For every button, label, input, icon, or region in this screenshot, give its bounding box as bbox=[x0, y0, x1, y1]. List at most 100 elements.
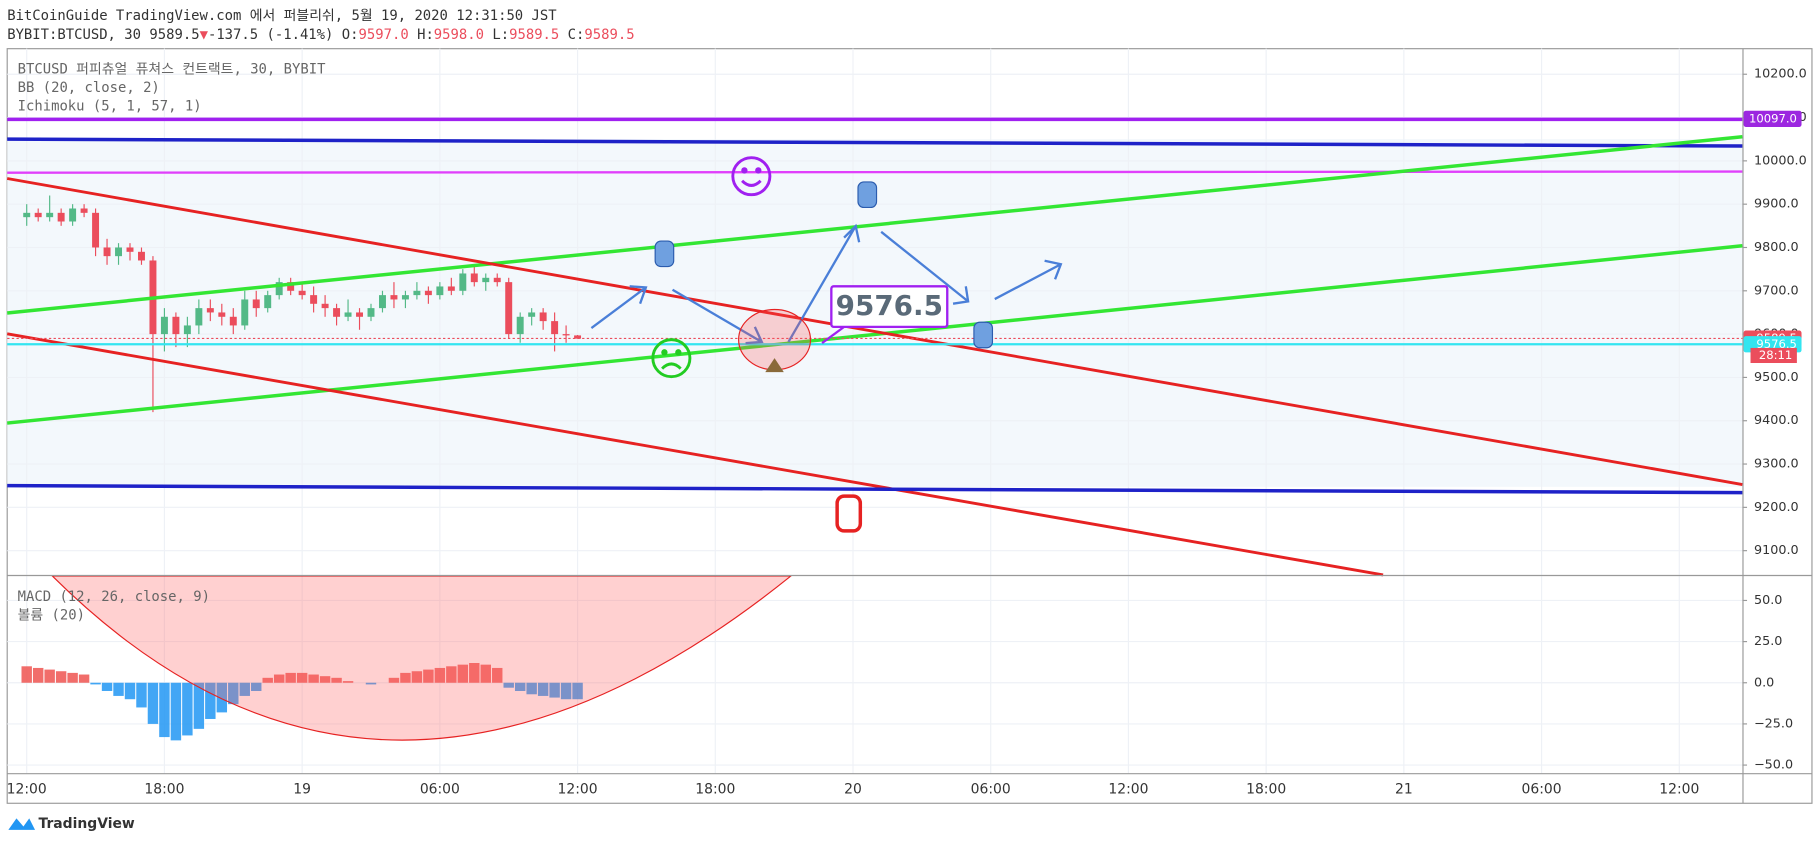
histogram-bar bbox=[572, 682, 583, 700]
change: -137.5 (-1.41%) bbox=[208, 27, 333, 43]
histogram-bar bbox=[434, 667, 446, 683]
indicator-label: BTCUSD 퍼피츄얼 퓨쳐스 컨트랙트, 30, BYBIT bbox=[18, 62, 326, 78]
o: 9597.0 bbox=[359, 27, 409, 43]
histogram-bar bbox=[411, 671, 423, 683]
hand-icon bbox=[857, 181, 878, 209]
histogram-bar bbox=[388, 677, 400, 683]
arrow bbox=[671, 288, 764, 345]
histogram-bar bbox=[32, 667, 44, 683]
candle-body bbox=[23, 212, 31, 218]
h: 9598.0 bbox=[434, 27, 484, 43]
x-tick-label: 18:00 bbox=[144, 781, 184, 797]
h-label: H: bbox=[417, 27, 434, 43]
y-tick-label: 9100.0 bbox=[1754, 543, 1799, 558]
trend-line bbox=[7, 244, 1743, 425]
histogram-bar bbox=[205, 682, 216, 719]
candle-body bbox=[333, 308, 341, 317]
candle-body bbox=[424, 290, 432, 296]
histogram-bar bbox=[296, 672, 308, 683]
candle-body bbox=[310, 295, 318, 304]
histogram-bar bbox=[331, 677, 342, 683]
candle-body bbox=[103, 247, 111, 257]
histogram-bar bbox=[136, 682, 147, 708]
y-tick-label: 9500.0 bbox=[1754, 370, 1799, 385]
trend-line bbox=[7, 170, 1743, 174]
y-tick-label: 9200.0 bbox=[1754, 500, 1799, 515]
price-label: 9576.5 bbox=[1756, 337, 1797, 351]
x-tick-label: 19 bbox=[293, 781, 311, 797]
histogram-bar bbox=[159, 682, 170, 738]
y-tick-label: 10200.0 bbox=[1754, 67, 1807, 82]
candle-body bbox=[80, 208, 88, 213]
histogram-bar bbox=[90, 682, 101, 685]
o-label: O: bbox=[342, 27, 359, 43]
arrow: ▼ bbox=[200, 27, 209, 43]
histogram-bar bbox=[308, 674, 319, 683]
trend-line bbox=[6, 332, 1384, 577]
histogram-bar bbox=[285, 672, 296, 683]
candle-body bbox=[92, 212, 100, 248]
candle-body bbox=[574, 335, 582, 339]
smiley bbox=[731, 156, 772, 197]
hand-icon bbox=[654, 240, 675, 268]
candle-body bbox=[505, 282, 513, 335]
candle-body bbox=[69, 208, 77, 222]
histogram-bar bbox=[216, 682, 228, 713]
arrow bbox=[787, 223, 861, 343]
indicator-label: 볼륨 (20) bbox=[18, 607, 85, 623]
arrow bbox=[880, 230, 970, 305]
candle-body bbox=[57, 212, 65, 222]
drawings: 9576.5 bbox=[6, 117, 1743, 741]
candle-body bbox=[264, 295, 272, 309]
histogram-bar bbox=[319, 676, 331, 683]
y-tick-label: 9900.0 bbox=[1754, 197, 1799, 212]
x-tick-label: 18:00 bbox=[1246, 781, 1286, 797]
histogram-bar bbox=[342, 681, 354, 683]
histogram-bar bbox=[365, 682, 377, 685]
callout-pointer bbox=[821, 325, 845, 345]
histogram-bar bbox=[537, 682, 549, 696]
arrow bbox=[590, 285, 648, 329]
histogram-bar bbox=[514, 682, 526, 691]
trend-line bbox=[7, 483, 1743, 495]
candle-body bbox=[390, 295, 398, 300]
up-marker bbox=[765, 358, 784, 373]
c: 9589.5 bbox=[584, 27, 634, 43]
candle-body bbox=[551, 321, 559, 335]
candle-body bbox=[34, 212, 42, 218]
x-tick-label: 18:00 bbox=[695, 781, 735, 797]
l-label: L: bbox=[492, 27, 509, 43]
x-tick-label: 12:00 bbox=[1659, 781, 1699, 797]
logo-icon bbox=[8, 818, 36, 830]
x-tick-label: 12:00 bbox=[7, 781, 47, 797]
histogram-bar bbox=[55, 671, 67, 683]
histogram-bar bbox=[124, 682, 136, 700]
candle-body bbox=[378, 295, 386, 309]
y-tick-label: −25.0 bbox=[1754, 716, 1793, 731]
candle-body bbox=[275, 282, 283, 296]
hand-icon bbox=[835, 494, 863, 533]
candle-body bbox=[493, 277, 501, 283]
candle-body bbox=[298, 290, 306, 296]
histogram-bar bbox=[526, 682, 537, 695]
candle-body bbox=[321, 303, 329, 309]
histogram-bar bbox=[67, 672, 78, 683]
y-tick-label: 9700.0 bbox=[1754, 283, 1799, 298]
y-tick-label: −50.0 bbox=[1754, 758, 1793, 773]
candle-body bbox=[516, 316, 524, 335]
histogram-bar bbox=[21, 666, 32, 683]
price-label: 10097.0 bbox=[1749, 111, 1797, 125]
brand: TradingView bbox=[38, 816, 134, 832]
histogram-bar bbox=[469, 663, 480, 683]
histogram-bar bbox=[503, 682, 514, 688]
y-tick-label: 9800.0 bbox=[1754, 240, 1799, 255]
trend-line bbox=[6, 177, 1743, 486]
histogram-bar bbox=[193, 682, 205, 729]
histogram-bar bbox=[78, 674, 90, 683]
y-tick-label: 9400.0 bbox=[1754, 413, 1799, 428]
countdown: 28:11 bbox=[1759, 348, 1792, 362]
x-tick-label: 12:00 bbox=[1108, 781, 1148, 797]
y-tick-label: 25.0 bbox=[1754, 634, 1782, 649]
